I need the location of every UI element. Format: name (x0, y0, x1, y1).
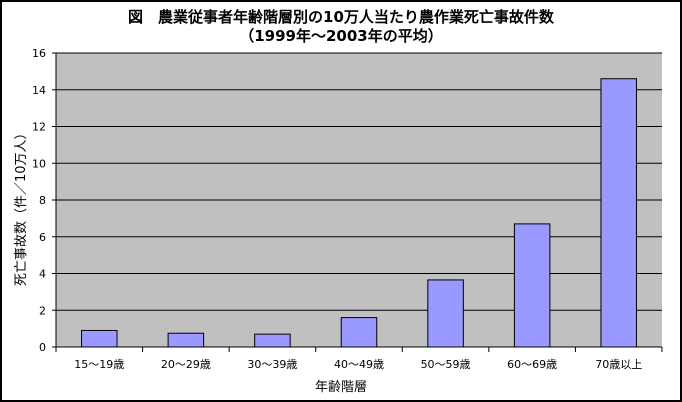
bar (513, 223, 551, 348)
x-tick-label: 40〜49歳 (334, 358, 384, 371)
chart-subtitle: （1999年〜2003年の平均） (239, 27, 443, 45)
bar (427, 279, 464, 348)
y-tick-label: 2 (39, 304, 46, 317)
y-axis-title: 死亡事故数（件／10万人） (14, 126, 29, 286)
y-tick-label: 6 (39, 231, 46, 244)
y-tick-label: 4 (39, 268, 46, 281)
x-tick-label: 50〜59歳 (421, 358, 471, 371)
y-tick-label: 0 (39, 341, 46, 354)
y-tick-label: 10 (32, 157, 46, 170)
x-tick-label: 15〜19歳 (74, 358, 124, 371)
x-axis-title: 年齢階層 (314, 380, 367, 395)
x-tick-label: 60〜69歳 (507, 358, 557, 371)
x-tick-label: 70歳以上 (595, 358, 642, 371)
bar (81, 329, 118, 348)
y-tick-label: 12 (32, 121, 46, 134)
chart-title: 図 農業従事者年齢階層別の10万人当たり農作業死亡事故件数 (128, 8, 554, 26)
bar (600, 78, 637, 348)
y-tick-label: 14 (32, 84, 46, 97)
bar (254, 333, 291, 348)
y-tick-label: 8 (39, 194, 46, 207)
bar (167, 332, 205, 348)
bar (340, 317, 378, 348)
x-tick-label: 30〜39歳 (247, 358, 297, 371)
x-tick-label: 20〜29歳 (161, 358, 211, 371)
y-tick-label: 16 (32, 47, 46, 60)
